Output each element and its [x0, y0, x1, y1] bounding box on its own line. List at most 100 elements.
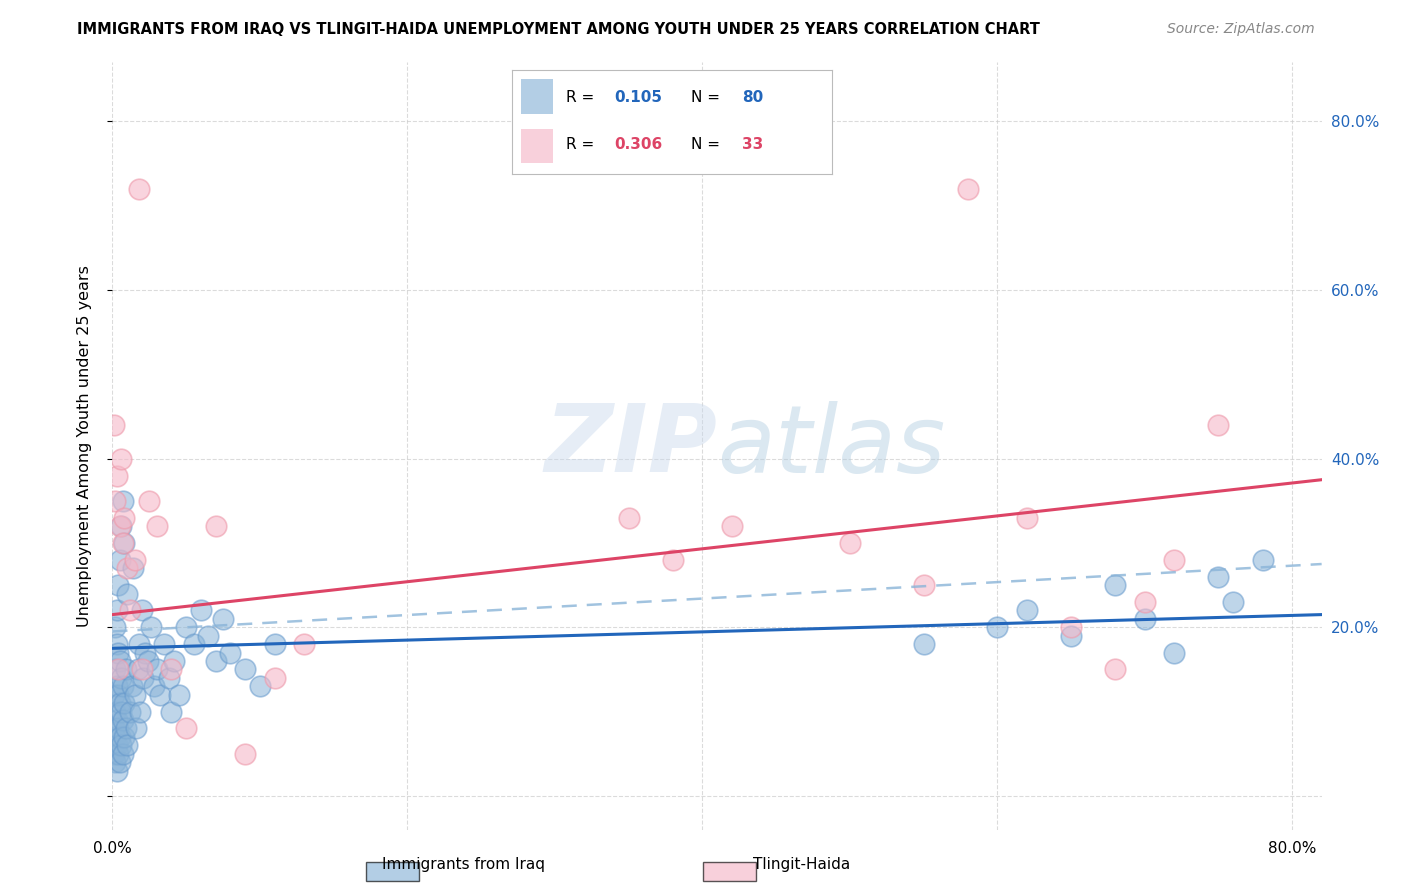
- Point: [112, 536, 135, 550]
- Point: [160, 662, 183, 676]
- Point: [115, 586, 138, 600]
- Point: [104, 493, 127, 508]
- Point: [136, 654, 159, 668]
- Point: [111, 493, 134, 508]
- Text: Tlingit-Haida: Tlingit-Haida: [752, 857, 851, 872]
- Point: [108, 553, 131, 567]
- Point: [124, 553, 146, 567]
- Text: ZIP: ZIP: [544, 400, 717, 492]
- Point: [108, 519, 131, 533]
- Point: [104, 730, 127, 744]
- Point: [120, 603, 142, 617]
- Point: [128, 637, 150, 651]
- Point: [1060, 629, 1083, 643]
- Point: [107, 662, 129, 676]
- Point: [956, 182, 979, 196]
- Point: [1104, 578, 1126, 592]
- Point: [138, 493, 160, 508]
- Point: [107, 646, 129, 660]
- Text: atlas: atlas: [717, 401, 945, 491]
- Text: Immigrants from Iraq: Immigrants from Iraq: [382, 857, 546, 872]
- Point: [108, 696, 131, 710]
- Point: [124, 688, 146, 702]
- Point: [1208, 417, 1230, 432]
- Point: [174, 620, 197, 634]
- Point: [103, 417, 125, 432]
- Point: [105, 679, 128, 693]
- Point: [110, 705, 132, 719]
- Point: [115, 561, 138, 575]
- Point: [617, 510, 640, 524]
- Point: [131, 603, 153, 617]
- Point: [111, 713, 134, 727]
- Point: [292, 637, 315, 651]
- Point: [219, 646, 242, 660]
- Point: [112, 510, 135, 524]
- Point: [139, 620, 162, 634]
- Point: [108, 755, 131, 769]
- Point: [111, 679, 134, 693]
- Point: [212, 612, 235, 626]
- Point: [105, 764, 128, 778]
- Point: [134, 646, 156, 660]
- Point: [107, 747, 129, 761]
- Point: [153, 637, 176, 651]
- Point: [111, 747, 134, 761]
- Point: [127, 662, 149, 676]
- Point: [108, 654, 131, 668]
- Point: [112, 696, 135, 710]
- Point: [110, 519, 132, 533]
- Text: Source: ZipAtlas.com: Source: ZipAtlas.com: [1167, 22, 1315, 37]
- Point: [128, 182, 150, 196]
- Point: [720, 519, 742, 533]
- Point: [108, 730, 131, 744]
- Point: [1163, 553, 1185, 567]
- Point: [110, 671, 132, 685]
- Point: [986, 620, 1008, 634]
- Point: [1060, 620, 1083, 634]
- Point: [912, 637, 935, 651]
- Point: [157, 671, 180, 685]
- Point: [107, 688, 129, 702]
- Point: [145, 519, 167, 533]
- Point: [1251, 553, 1274, 567]
- Point: [204, 519, 226, 533]
- Point: [132, 671, 155, 685]
- Point: [107, 578, 129, 592]
- Point: [167, 688, 190, 702]
- Point: [129, 705, 152, 719]
- Point: [105, 468, 128, 483]
- Point: [104, 662, 127, 676]
- Point: [1163, 646, 1185, 660]
- Point: [233, 662, 256, 676]
- Point: [112, 730, 135, 744]
- Point: [120, 705, 142, 719]
- Point: [110, 738, 132, 752]
- Point: [110, 451, 132, 466]
- Point: [1222, 595, 1244, 609]
- Point: [1015, 510, 1038, 524]
- Point: [104, 705, 127, 719]
- Point: [160, 705, 183, 719]
- Point: [163, 654, 186, 668]
- Point: [105, 637, 128, 651]
- Point: [149, 688, 172, 702]
- Point: [190, 603, 212, 617]
- Point: [249, 679, 271, 693]
- Point: [263, 671, 285, 685]
- Point: [1208, 569, 1230, 583]
- Point: [174, 722, 197, 736]
- Point: [103, 688, 125, 702]
- Point: [142, 679, 165, 693]
- Point: [114, 722, 136, 736]
- Point: [107, 722, 129, 736]
- Point: [111, 536, 134, 550]
- Point: [114, 662, 136, 676]
- Point: [121, 679, 143, 693]
- Point: [233, 747, 256, 761]
- Point: [263, 637, 285, 651]
- Point: [838, 536, 860, 550]
- Point: [103, 747, 125, 761]
- Point: [204, 654, 226, 668]
- Point: [131, 662, 153, 676]
